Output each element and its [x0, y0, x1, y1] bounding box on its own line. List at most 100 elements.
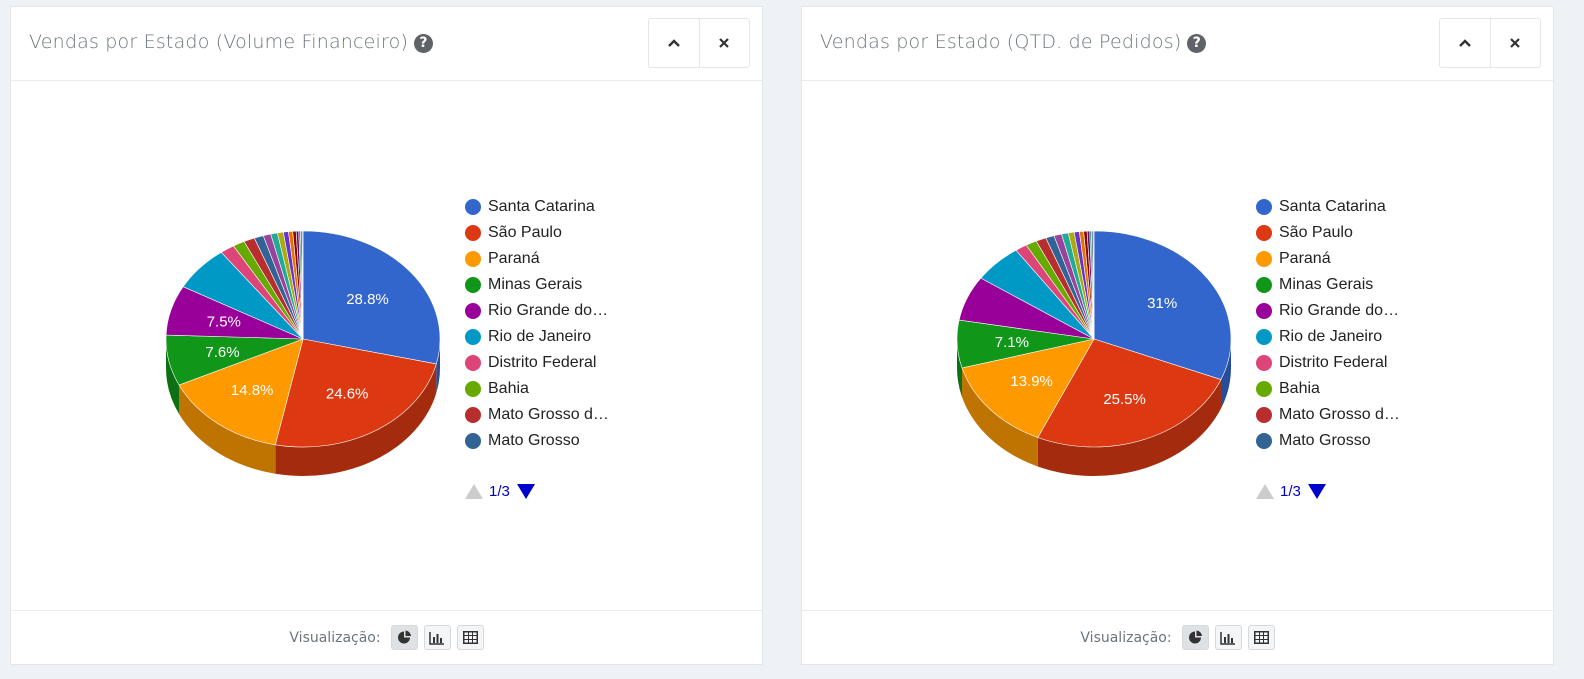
- pie-slice[interactable]: [961, 338, 1095, 438]
- pager-text: 1/3: [1280, 483, 1301, 500]
- legend-label: Rio Grande do…: [488, 302, 609, 319]
- help-icon[interactable]: ?: [1187, 34, 1207, 53]
- legend-item[interactable]: Rio de Janeiro: [1256, 324, 1400, 350]
- legend-swatch: [1256, 251, 1272, 267]
- legend-swatch: [1256, 433, 1272, 449]
- legend-label: Santa Catarina: [1279, 198, 1386, 215]
- close-button[interactable]: [698, 19, 750, 67]
- legend-item[interactable]: Paraná: [465, 246, 609, 272]
- legend-item[interactable]: São Paulo: [465, 220, 609, 246]
- pager-down-icon[interactable]: [1307, 484, 1326, 499]
- view-pie-button[interactable]: [390, 625, 418, 650]
- legend-item[interactable]: Minas Gerais: [1256, 272, 1400, 298]
- pager-text: 1/3: [489, 483, 510, 500]
- table-icon: [462, 631, 478, 644]
- slice-label: 24.6%: [326, 386, 369, 403]
- slice-label: 31%: [1147, 295, 1177, 312]
- pie-slice[interactable]: [274, 338, 437, 448]
- legend-item[interactable]: Santa Catarina: [465, 194, 609, 220]
- pie-chart-icon: [1188, 630, 1202, 644]
- view-pie-button[interactable]: [1181, 625, 1209, 650]
- panel-header: Vendas por Estado (Volume Financeiro)?: [11, 7, 762, 81]
- pie-slice[interactable]: [1092, 230, 1095, 340]
- chart-legend: Santa Catarina São Paulo Paraná Minas Gerai…: [465, 194, 609, 454]
- slice-label: 13.9%: [1010, 373, 1053, 390]
- legend-label: Rio de Janeiro: [488, 328, 592, 345]
- chart-legend: Santa Catarina São Paulo Paraná Minas Gerai…: [1256, 194, 1400, 454]
- pie-chart-icon: [397, 630, 411, 644]
- view-bar-button[interactable]: [423, 625, 451, 650]
- legend-swatch: [465, 407, 481, 423]
- view-table-button[interactable]: [456, 625, 484, 650]
- legend-swatch: [465, 199, 481, 215]
- legend-label: Santa Catarina: [488, 198, 595, 215]
- legend-item[interactable]: Mato Grosso d…: [465, 402, 609, 428]
- panel-title: Vendas por Estado (QTD. de Pedidos)?: [820, 31, 1207, 53]
- slice-label: 7.6%: [205, 344, 239, 361]
- collapse-button[interactable]: [1440, 19, 1490, 67]
- chevron-up-icon: [1458, 39, 1471, 47]
- legend-item[interactable]: Distrito Federal: [465, 350, 609, 376]
- legend-item[interactable]: Mato Grosso: [1256, 428, 1400, 454]
- legend-item[interactable]: Mato Grosso: [465, 428, 609, 454]
- legend-label: Minas Gerais: [1279, 276, 1374, 293]
- legend-item[interactable]: Rio Grande do…: [1256, 298, 1400, 324]
- legend-item[interactable]: Santa Catarina: [1256, 194, 1400, 220]
- legend-pager: 1/3: [1256, 483, 1326, 500]
- panel-footer: Visualização:: [11, 610, 762, 664]
- legend-item[interactable]: Minas Gerais: [465, 272, 609, 298]
- pie-side-wall: [1220, 339, 1231, 409]
- legend-item[interactable]: Rio de Janeiro: [465, 324, 609, 350]
- pie-slice[interactable]: [301, 230, 304, 340]
- legend-item[interactable]: São Paulo: [1256, 220, 1400, 246]
- pie-slice[interactable]: [1037, 338, 1222, 448]
- legend-label: Mato Grosso: [1279, 432, 1371, 449]
- pie-slice[interactable]: [1093, 230, 1232, 380]
- legend-swatch: [1256, 355, 1272, 371]
- visualization-label: Visualização:: [1080, 629, 1172, 646]
- legend-label: São Paulo: [488, 224, 562, 241]
- slice-label: 28.8%: [346, 291, 389, 308]
- pie-chart: 31% 25.5% 13.9% 7.1%: [956, 230, 1232, 476]
- collapse-button[interactable]: [649, 19, 699, 67]
- legend-swatch: [1256, 277, 1272, 293]
- legend-swatch: [465, 303, 481, 319]
- chevron-up-icon: [667, 39, 680, 47]
- view-table-button[interactable]: [1247, 625, 1275, 650]
- bar-chart-icon: [429, 631, 445, 645]
- help-icon[interactable]: ?: [414, 34, 434, 53]
- legend-item[interactable]: Distrito Federal: [1256, 350, 1400, 376]
- legend-item[interactable]: Mato Grosso d…: [1256, 402, 1400, 428]
- panel-title-text: Vendas por Estado (QTD. de Pedidos): [820, 31, 1182, 53]
- legend-label: Mato Grosso d…: [1279, 406, 1400, 423]
- slice-label: 14.8%: [231, 382, 274, 399]
- panel-controls: [648, 18, 750, 68]
- pager-down-icon[interactable]: [516, 484, 535, 499]
- legend-item[interactable]: Bahia: [1256, 376, 1400, 402]
- legend-swatch: [1256, 329, 1272, 345]
- legend-label: Paraná: [1279, 250, 1331, 267]
- legend-swatch: [1256, 199, 1272, 215]
- legend-item[interactable]: Paraná: [1256, 246, 1400, 272]
- pie-slice[interactable]: [178, 338, 304, 446]
- panel-header: Vendas por Estado (QTD. de Pedidos)?: [802, 7, 1553, 81]
- pie-side-wall: [166, 339, 180, 415]
- pie-chart: 28.8% 24.6% 14.8% 7.6% 7.5%: [165, 230, 441, 476]
- legend-label: Rio de Janeiro: [1279, 328, 1383, 345]
- legend-label: Mato Grosso d…: [488, 406, 609, 423]
- legend-swatch: [1256, 407, 1272, 423]
- legend-label: São Paulo: [1279, 224, 1353, 241]
- legend-item[interactable]: Bahia: [465, 376, 609, 402]
- close-button[interactable]: [1489, 19, 1541, 67]
- slice-label: 7.1%: [995, 334, 1029, 351]
- legend-swatch: [1256, 225, 1272, 241]
- visualization-label: Visualização:: [289, 629, 381, 646]
- legend-label: Distrito Federal: [488, 354, 597, 371]
- view-bar-button[interactable]: [1214, 625, 1242, 650]
- legend-label: Distrito Federal: [1279, 354, 1388, 371]
- pie-slice[interactable]: [302, 230, 441, 365]
- legend-swatch: [465, 433, 481, 449]
- table-icon: [1253, 631, 1269, 644]
- legend-item[interactable]: Rio Grande do…: [465, 298, 609, 324]
- pie-side-wall: [275, 363, 437, 476]
